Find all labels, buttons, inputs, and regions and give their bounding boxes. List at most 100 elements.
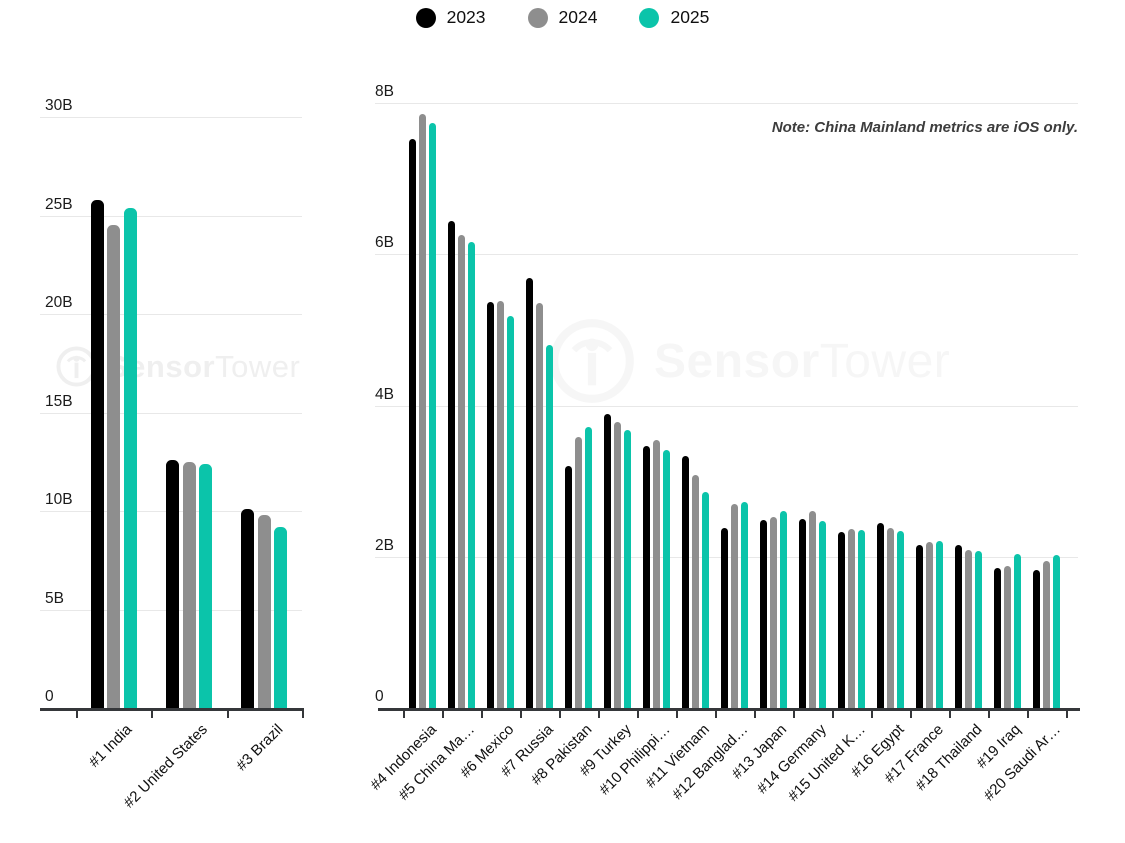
y-axis-label: 25B: [45, 195, 73, 213]
bar[interactable]: [720, 528, 729, 708]
bar[interactable]: [681, 456, 690, 708]
bar[interactable]: [769, 517, 778, 708]
y-axis-label: 0: [375, 688, 384, 705]
bar[interactable]: [545, 345, 554, 708]
bar[interactable]: [574, 436, 583, 708]
bar[interactable]: [564, 466, 573, 708]
bar[interactable]: [662, 450, 671, 708]
axis-tick: [715, 711, 717, 718]
bar[interactable]: [603, 413, 612, 708]
bar[interactable]: [896, 531, 905, 708]
legend-item-2025[interactable]: 2025: [639, 7, 709, 28]
bar[interactable]: [974, 551, 983, 708]
x-axis-line: [40, 708, 304, 711]
bar[interactable]: [808, 511, 817, 708]
bar[interactable]: [886, 528, 895, 708]
bar[interactable]: [90, 199, 104, 708]
bar[interactable]: [1013, 554, 1022, 708]
bar[interactable]: [925, 542, 934, 708]
legend-item-2023[interactable]: 2023: [415, 7, 486, 28]
bar[interactable]: [123, 207, 137, 708]
legend-item-2024[interactable]: 2024: [527, 7, 598, 28]
axis-tick: [226, 711, 229, 718]
axis-tick: [832, 711, 834, 718]
bar[interactable]: [408, 138, 417, 708]
bar[interactable]: [496, 301, 505, 708]
y-axis-label: 20B: [45, 294, 73, 311]
gridline: [40, 314, 302, 315]
bar[interactable]: [1032, 569, 1041, 708]
axis-tick: [910, 711, 912, 718]
bar[interactable]: [876, 522, 885, 708]
bar[interactable]: [935, 540, 944, 708]
bar[interactable]: [428, 123, 437, 708]
gridline: [40, 215, 302, 217]
bar[interactable]: [107, 225, 121, 708]
bar[interactable]: [964, 549, 973, 708]
bar[interactable]: [1052, 555, 1061, 708]
gridline: [40, 412, 302, 414]
bar[interactable]: [486, 301, 495, 708]
bar[interactable]: [701, 492, 710, 708]
bar[interactable]: [993, 568, 1002, 708]
axis-tick: [754, 711, 756, 718]
bar[interactable]: [613, 422, 622, 708]
bar[interactable]: [1042, 561, 1051, 708]
chart-legend: 2023 2024 2025: [0, 7, 1125, 28]
bar[interactable]: [257, 514, 271, 708]
bar[interactable]: [584, 427, 593, 708]
bar[interactable]: [241, 509, 255, 708]
bar[interactable]: [779, 510, 788, 708]
y-axis-label: 6B: [375, 234, 394, 252]
y-axis-label: 4B: [375, 385, 394, 403]
axis-tick: [302, 711, 304, 718]
bar[interactable]: [1003, 565, 1012, 708]
legend-label: 2024: [558, 7, 598, 27]
bar[interactable]: [457, 235, 466, 708]
bar[interactable]: [274, 526, 288, 708]
axis-tick: [598, 711, 600, 718]
bar[interactable]: [467, 242, 476, 708]
axis-tick: [403, 711, 405, 718]
axis-tick: [949, 711, 951, 718]
bar[interactable]: [691, 475, 700, 708]
axis-tick: [988, 711, 990, 718]
axis-tick: [520, 711, 522, 718]
bar[interactable]: [759, 520, 768, 708]
bar[interactable]: [642, 445, 651, 708]
bar[interactable]: [418, 113, 427, 708]
bar[interactable]: [837, 531, 846, 708]
axis-tick: [676, 711, 678, 718]
bar[interactable]: [166, 459, 179, 708]
legend-label: 2023: [446, 7, 486, 27]
bar[interactable]: [652, 439, 661, 708]
bar[interactable]: [506, 316, 515, 708]
axis-tick: [1027, 711, 1029, 718]
bar[interactable]: [798, 518, 807, 708]
bar[interactable]: [182, 461, 196, 708]
y-axis-label: 0: [45, 688, 54, 705]
bar[interactable]: [525, 277, 534, 708]
bar[interactable]: [730, 503, 739, 708]
y-axis-label: 2B: [375, 536, 394, 554]
gridline: [40, 117, 302, 118]
axis-tick: [793, 711, 795, 718]
bar[interactable]: [740, 502, 749, 708]
bar[interactable]: [447, 220, 456, 708]
axis-tick: [637, 711, 639, 718]
bar[interactable]: [199, 463, 212, 708]
bar[interactable]: [915, 545, 924, 708]
note-text: Note: China Mainland metrics are iOS onl…: [771, 119, 1078, 136]
bar[interactable]: [954, 544, 963, 708]
bar[interactable]: [535, 303, 544, 708]
bar[interactable]: [857, 530, 866, 708]
gridline: [375, 405, 1078, 407]
bar[interactable]: [623, 430, 632, 708]
legend-swatch-2023: [415, 7, 436, 28]
axis-tick: [481, 711, 483, 718]
axis-tick: [151, 711, 154, 718]
bar[interactable]: [847, 528, 856, 708]
bar[interactable]: [818, 521, 827, 708]
